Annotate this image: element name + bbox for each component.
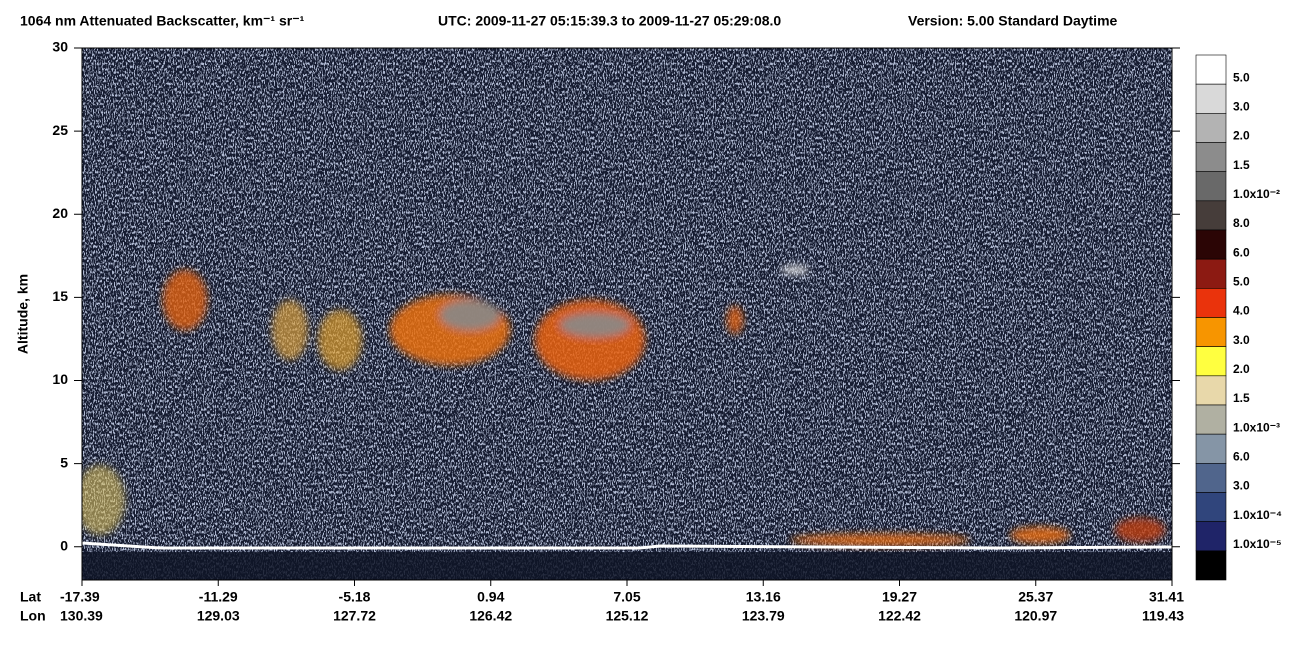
plot-area <box>82 48 1172 580</box>
y-tick-label: 30 <box>52 39 68 55</box>
colorbar-label: 6.0 <box>1233 245 1250 259</box>
y-tick-label: 15 <box>52 288 68 304</box>
y-tick-label: 20 <box>52 205 68 221</box>
colorbar-label: 3.0 <box>1233 333 1250 347</box>
colorbar-swatch <box>1195 346 1227 377</box>
colorbar-label: 6.0 <box>1233 450 1250 464</box>
colorbar-swatch <box>1195 433 1227 464</box>
colorbar-label: 1.5 <box>1233 158 1250 172</box>
colorbar-label: 2.0 <box>1233 129 1250 143</box>
lon-label: 122.42 <box>878 608 921 624</box>
row-label: Lat <box>20 589 41 605</box>
lon-label: 123.79 <box>742 608 785 624</box>
lat-label: -17.39 <box>60 589 100 605</box>
colorbar-swatch <box>1195 463 1227 493</box>
colorbar-swatch <box>1195 229 1227 260</box>
lat-label: 0.94 <box>477 589 504 605</box>
subsurface <box>82 552 1172 580</box>
colorbar-label: 1.0x10⁻⁵ <box>1233 537 1282 551</box>
lon-label: 127.72 <box>333 608 376 624</box>
colorbar-label: 3.0 <box>1233 479 1250 493</box>
colorbar-swatch <box>1195 288 1227 318</box>
lat-label: 31.41 <box>1149 589 1184 605</box>
colorbar-label: 8.0 <box>1233 216 1250 230</box>
colorbar-swatch <box>1195 317 1227 347</box>
lon-label: 126.42 <box>469 608 512 624</box>
lat-label: 25.37 <box>1018 589 1053 605</box>
colorbar-swatch <box>1195 258 1227 289</box>
colorbar-label: 1.0x10⁻⁴ <box>1233 508 1282 522</box>
lon-label: 129.03 <box>197 608 240 624</box>
colorbar-swatch <box>1195 54 1227 85</box>
row-label: Lon <box>20 608 46 624</box>
lat-label: -5.18 <box>339 589 371 605</box>
colorbar-swatch <box>1195 492 1227 522</box>
colorbar-label: 3.0 <box>1233 100 1250 114</box>
colorbar-swatch <box>1195 113 1227 143</box>
version: Version: 5.00 Standard Daytime <box>908 13 1118 29</box>
clouds <box>82 266 1165 546</box>
colorbar-swatch <box>1195 550 1227 581</box>
colorbar-label: 2.0 <box>1233 362 1250 376</box>
lat-label: 19.27 <box>882 589 917 605</box>
surface <box>82 541 1172 550</box>
lat-label: 13.16 <box>746 589 781 605</box>
lat-label: 7.05 <box>613 589 640 605</box>
lat-label: -11.29 <box>199 589 238 605</box>
colorbar-swatch <box>1195 404 1227 435</box>
colorbar-swatch <box>1195 521 1227 552</box>
colorbar-label: 1.5 <box>1233 391 1250 405</box>
lon-label: 125.12 <box>606 608 649 624</box>
y-tick-label: 10 <box>52 371 68 387</box>
colorbar-label: 1.0x10⁻³ <box>1233 420 1280 434</box>
chart-subtitle: UTC: 2009-11-27 05:15:39.3 to 2009-11-27… <box>438 13 781 29</box>
chart-title: 1064 nm Attenuated Backscatter, km⁻¹ sr⁻… <box>20 13 305 29</box>
y-tick-label: 5 <box>60 454 68 470</box>
colorbar-label: 5.0 <box>1233 70 1250 84</box>
y-axis-label: Altitude, km <box>15 274 31 354</box>
lon-label: 120.97 <box>1014 608 1057 624</box>
lon-label: 130.39 <box>60 608 103 624</box>
y-tick-label: 0 <box>60 537 68 553</box>
colorbar-label: 5.0 <box>1233 275 1250 289</box>
colorbar: 5.0 3.0 2.0 1.5 1.0x10⁻² 8.0 6.0 5.0 4.0 3.0 2.0 1.… <box>1195 54 1282 581</box>
colorbar-label: 1.0x10⁻² <box>1233 187 1280 201</box>
colorbar-swatch <box>1195 375 1227 406</box>
colorbar-swatch <box>1195 142 1227 172</box>
colorbar-swatch <box>1195 200 1227 231</box>
colorbar-label: 4.0 <box>1233 304 1250 318</box>
y-tick-label: 25 <box>52 122 68 138</box>
lon-label: 119.43 <box>1142 608 1184 624</box>
colorbar-swatch <box>1195 83 1227 114</box>
colorbar-swatch <box>1195 171 1227 202</box>
